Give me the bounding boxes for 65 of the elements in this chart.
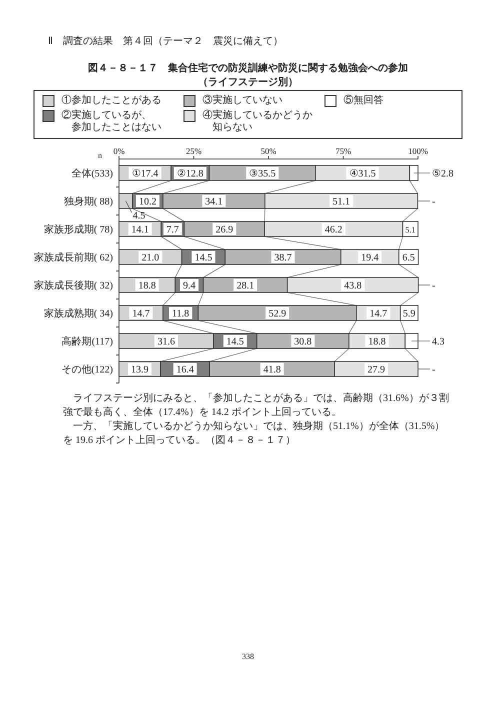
x-tick-label: 75% (335, 146, 352, 156)
data-label: 14.5 (194, 252, 212, 264)
data-label: - (432, 364, 436, 376)
legend-label: ②実施しているが、参加したことはない (62, 110, 162, 134)
data-label: 18.8 (138, 280, 156, 292)
data-label: 13.9 (131, 364, 149, 376)
data-label: 30.8 (294, 336, 312, 348)
y-tick-label: その他(122) (61, 364, 113, 376)
data-label: ⑤2.8 (432, 168, 454, 180)
data-label: 31.6 (158, 336, 175, 348)
data-label: ②12.8 (176, 168, 204, 180)
data-label: 5.1 (405, 226, 416, 234)
data-label: 43.8 (344, 280, 362, 292)
data-label: 52.9 (268, 308, 286, 320)
data-label: 46.2 (324, 224, 342, 236)
data-label: 41.8 (263, 364, 281, 376)
x-tick-label: 100% (408, 146, 428, 156)
data-label: 4.5 (132, 210, 146, 222)
y-axis-title: n (98, 151, 102, 160)
legend-label: ①参加したことがある (62, 95, 162, 107)
data-label: ③35.5 (249, 168, 276, 180)
data-label: - (432, 196, 436, 208)
text: 338 (241, 652, 255, 661)
data-label: 4.3 (432, 336, 444, 348)
data-label: 10.2 (138, 196, 156, 208)
y-tick-label: 家族成熟期( 34) (44, 308, 113, 320)
data-label: 14.5 (226, 336, 244, 348)
data-label: 34.1 (205, 196, 223, 208)
legend-label: ⑤無回答 (344, 95, 384, 107)
chart-title: 図４－８－１７ 集合住宅での防災訓練や防災に関する勉強会への参加 (87, 61, 409, 75)
data-label: 11.8 (172, 308, 190, 320)
y-tick-label: 高齢期(117) (62, 336, 113, 348)
data-label: 6.5 (402, 252, 415, 264)
data-label: 38.7 (274, 252, 292, 264)
data-label: 14.1 (131, 224, 149, 236)
data-label: 5.9 (402, 308, 416, 320)
y-tick-label: 家族成長前期( 62) (34, 252, 113, 264)
y-tick-label: 全体(533) (71, 168, 113, 180)
data-label: ④31.5 (349, 168, 376, 180)
y-tick-label: 家族形成期( 78) (44, 224, 113, 236)
x-tick-label: 0% (113, 146, 125, 156)
text: 一方、「実施しているかどうか知らない」では、独身期（51.1%）が全体（31.5%）を 19.6 ポイント上回っている。（図４－８－１７） (63, 420, 446, 448)
data-label: 14.7 (370, 308, 388, 320)
data-label: - (432, 280, 436, 292)
text: Ⅱ 調査の結果 第４回（テーマ２ 震災に備えて） (48, 34, 283, 48)
data-label: 16.4 (176, 364, 194, 376)
chart-subtitle: （ライフステージ別） (197, 76, 299, 89)
y-tick-label: 家族成長後期( 32) (34, 280, 113, 292)
x-tick-label: 25% (186, 146, 202, 156)
data-label: ①17.4 (132, 168, 158, 180)
y-tick-label: 独身期( 88) (64, 196, 113, 208)
x-tick-label: 50% (260, 146, 276, 156)
data-label: 18.8 (368, 336, 386, 348)
legend-label: ③実施していない (202, 95, 284, 107)
data-label: 19.4 (361, 252, 379, 264)
data-label: 28.1 (236, 280, 254, 292)
data-label: 27.9 (368, 364, 386, 376)
data-label: 51.1 (332, 196, 350, 208)
text: ライフステージ別にみると、「参加したことがある」では、高齢期（31.6%）が３割強で最も高く、全体（17.4%）を 14.2 ポイント上回っている。 (63, 392, 449, 420)
data-label: 9.4 (183, 280, 196, 292)
data-label: 14.7 (132, 308, 150, 320)
data-label: 7.7 (166, 224, 179, 236)
data-label: 26.9 (216, 224, 234, 236)
data-label: 21.0 (142, 252, 160, 264)
legend-label: ④実施しているかどうか知らない (202, 110, 312, 134)
